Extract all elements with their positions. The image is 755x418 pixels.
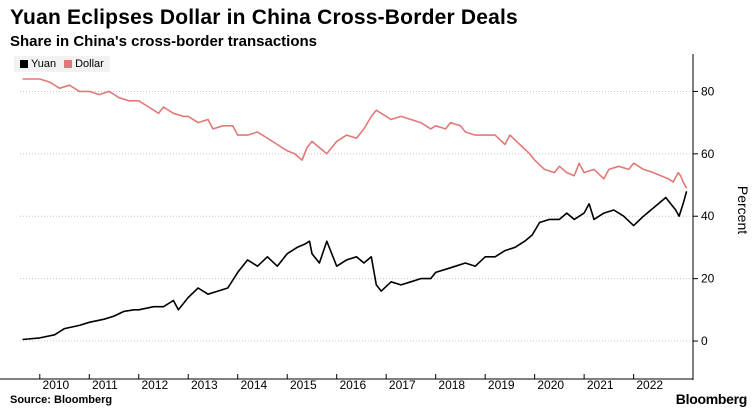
legend-swatch-yuan [20,60,28,68]
y-tick-label-60: 60 [701,147,715,161]
x-tick-label-2012: 2012 [142,378,169,392]
x-tick-label-2017: 2017 [389,378,416,392]
chart-title: Yuan Eclipses Dollar in China Cross-Bord… [10,6,518,29]
x-tick-label-2020: 2020 [537,378,564,392]
x-tick-label-2014: 2014 [240,378,267,392]
y-tick-label-0: 0 [701,334,708,348]
y-tick-label-20: 20 [701,272,715,286]
series-line-dollar [22,78,688,189]
y-axis-label: Percent [735,186,751,234]
x-tick-label-2010: 2010 [43,378,70,392]
legend-item-yuan: Yuan [20,58,56,70]
y-tick-label-40: 40 [701,209,715,223]
source-note: Source: Bloomberg [10,394,113,406]
bloomberg-logo: Bloomberg [675,391,748,407]
x-tick-label-2019: 2019 [488,378,515,392]
legend-swatch-dollar [64,60,73,68]
x-tick-label-2021: 2021 [587,378,614,392]
legend-label-dollar: Dollar [75,58,104,70]
y-tick-label-80: 80 [701,84,715,98]
x-tick-label-2011: 2011 [92,378,118,392]
x-tick-label-2013: 2013 [191,378,218,392]
x-tick-label-2015: 2015 [290,378,317,392]
series-line-yuan [22,191,688,341]
chart-subtitle: Share in China's cross-border transactio… [10,33,317,50]
legend-item-dollar: Dollar [64,58,104,70]
x-tick-label-2022: 2022 [636,378,663,392]
legend: Yuan Dollar [14,56,110,72]
x-tick-label-2016: 2016 [339,378,366,392]
x-tick-label-2018: 2018 [438,378,465,392]
legend-label-yuan: Yuan [31,58,57,70]
